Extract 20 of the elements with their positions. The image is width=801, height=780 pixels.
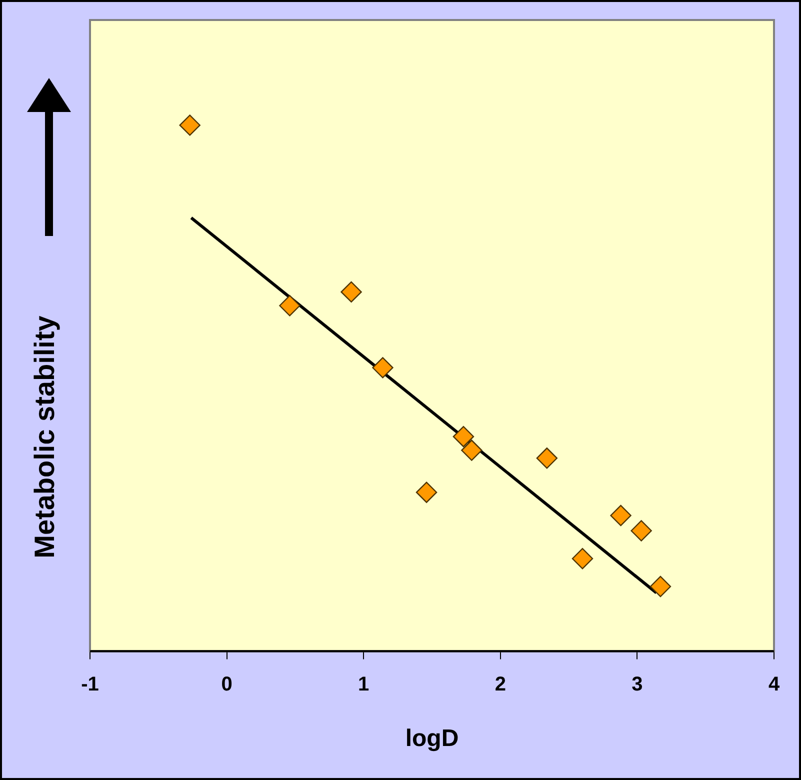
point bbox=[179, 114, 200, 136]
y-axis-title: Metabolic stability bbox=[29, 316, 61, 558]
x-tick-label: -1 bbox=[81, 674, 99, 696]
point bbox=[279, 295, 300, 316]
point bbox=[536, 448, 558, 469]
point bbox=[610, 504, 632, 526]
x-tick-label: 3 bbox=[632, 674, 643, 696]
point bbox=[630, 520, 652, 542]
point bbox=[572, 548, 594, 570]
point bbox=[372, 357, 394, 378]
x-tick-label: 4 bbox=[768, 674, 780, 696]
x-tick-label: 1 bbox=[358, 674, 370, 696]
point bbox=[650, 576, 672, 598]
x-tick-label: 2 bbox=[494, 674, 506, 696]
x-tick-label: 0 bbox=[221, 674, 232, 696]
point bbox=[416, 482, 438, 503]
point bbox=[452, 426, 474, 448]
x-axis-title: logD bbox=[405, 725, 459, 752]
point bbox=[461, 440, 482, 461]
point bbox=[340, 281, 362, 303]
